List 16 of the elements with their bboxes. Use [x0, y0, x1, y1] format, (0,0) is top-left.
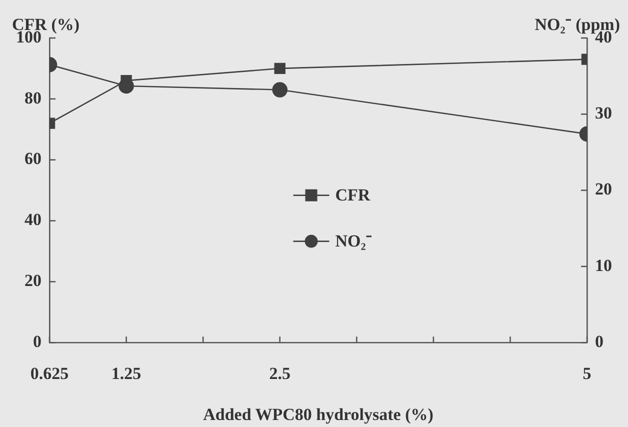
legend-label: CFR: [335, 186, 371, 205]
x-tick-label: 1.25: [111, 364, 142, 384]
y-tick-label: 0: [33, 332, 42, 351]
x-tick-label: 0.625: [30, 364, 69, 384]
y2-tick-label: 0: [595, 332, 604, 351]
legend-label: NO₂⁻: [335, 232, 372, 251]
x-axis-title: Added WPC80 hydrolysate (%): [203, 405, 434, 424]
y-tick-label: 20: [24, 271, 42, 290]
y-tick-label: 40: [24, 210, 42, 230]
x-tick-label: 2.5: [269, 364, 290, 384]
y-tick-label: 80: [24, 88, 42, 108]
x-tick-label: 5: [582, 364, 592, 384]
y2-tick-label: 20: [595, 180, 612, 199]
y2-tick-label: 10: [595, 256, 612, 275]
y2-tick-label: 30: [595, 104, 612, 123]
y-tick-label: 60: [24, 149, 42, 168]
